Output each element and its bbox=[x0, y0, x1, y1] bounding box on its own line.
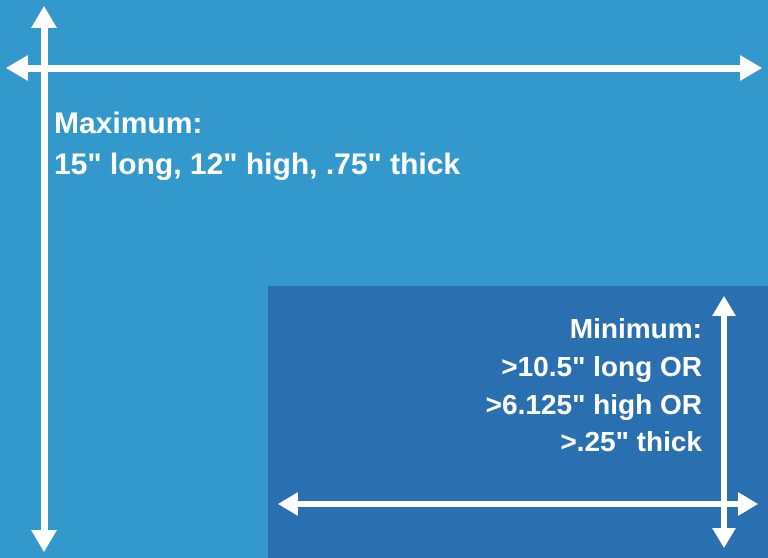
max-height-arrow-head-top bbox=[31, 6, 57, 28]
max-width-arrow-head-right bbox=[740, 55, 762, 81]
max-width-arrow-line bbox=[28, 65, 740, 72]
min-height-arrow-head-top bbox=[712, 296, 736, 316]
minimum-title: Minimum: bbox=[486, 310, 702, 348]
min-width-arrow-head-left bbox=[278, 492, 298, 516]
minimum-label-block: Minimum: >10.5" long OR >6.125" high OR … bbox=[486, 310, 702, 461]
min-width-arrow-head-right bbox=[738, 492, 758, 516]
max-height-arrow-line bbox=[41, 28, 48, 530]
min-width-arrow-line bbox=[298, 501, 738, 507]
max-width-arrow-head-left bbox=[6, 55, 28, 81]
maximum-spec: 15" long, 12" high, .75" thick bbox=[54, 145, 460, 186]
minimum-spec-2: >6.125" high OR bbox=[486, 386, 702, 424]
minimum-spec-1: >10.5" long OR bbox=[486, 348, 702, 386]
min-height-arrow-head-bottom bbox=[712, 528, 736, 548]
maximum-title: Maximum: bbox=[54, 104, 460, 145]
maximum-label-block: Maximum: 15" long, 12" high, .75" thick bbox=[54, 104, 460, 185]
diagram-canvas: Maximum: 15" long, 12" high, .75" thick … bbox=[0, 0, 768, 558]
minimum-spec-3: >.25" thick bbox=[486, 423, 702, 461]
min-height-arrow-line bbox=[721, 316, 727, 528]
max-height-arrow-head-bottom bbox=[31, 530, 57, 552]
